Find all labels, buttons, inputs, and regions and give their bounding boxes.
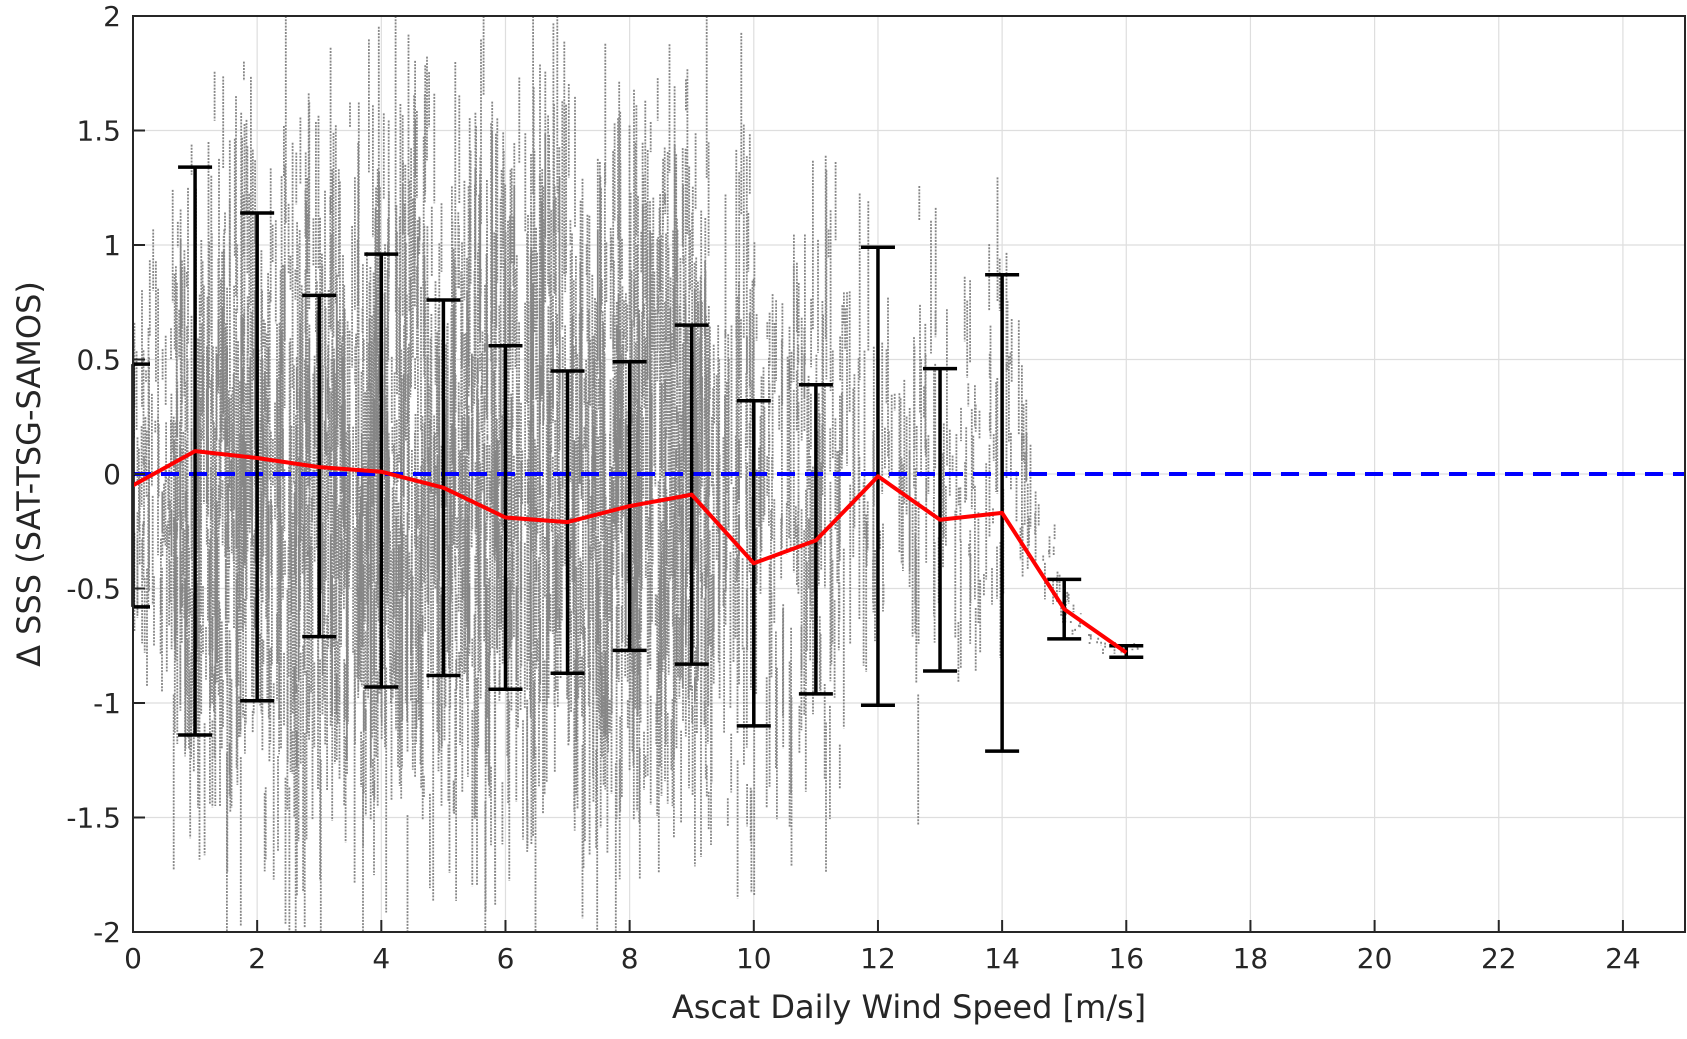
x-tick-label: 8 (621, 942, 639, 975)
x-tick-label: 20 (1357, 942, 1393, 975)
y-tick-label: 1 (103, 229, 121, 262)
x-tick-label: 12 (860, 942, 896, 975)
x-tick-label: 14 (984, 942, 1020, 975)
x-tick-label: 2 (248, 942, 266, 975)
x-tick-label: 4 (372, 942, 390, 975)
x-tick-label: 6 (497, 942, 515, 975)
x-tick-label: 10 (736, 942, 772, 975)
y-tick-label: -2 (93, 916, 121, 949)
y-tick-label: -1 (93, 687, 121, 720)
y-axis-ticks: 2 1.5 1 0.5 0 -0.5 -1 -1.5 -2 (66, 0, 145, 949)
x-tick-label: 18 (1233, 942, 1269, 975)
y-tick-label: -0.5 (66, 573, 121, 606)
mean-line (132, 449, 1128, 655)
y-tick-label: 0.5 (76, 344, 121, 377)
y-tick-label: 1.5 (76, 115, 121, 148)
y-tick-label: -1.5 (66, 802, 121, 835)
y-tick-label: 0 (103, 458, 121, 491)
x-tick-label: 16 (1108, 942, 1144, 975)
x-axis-label: Ascat Daily Wind Speed [m/s] (672, 988, 1146, 1026)
x-axis-ticks: 0 2 4 6 8 10 12 14 16 18 20 22 24 (124, 920, 1641, 975)
x-tick-label: 22 (1481, 942, 1517, 975)
y-axis-label: Δ SSS (SAT-TSG-SAMOS) (10, 281, 48, 667)
mean-line-group (132, 449, 1128, 655)
x-tick-label: 0 (124, 942, 142, 975)
y-tick-label: 2 (103, 0, 121, 33)
x-tick-label: 24 (1605, 942, 1641, 975)
